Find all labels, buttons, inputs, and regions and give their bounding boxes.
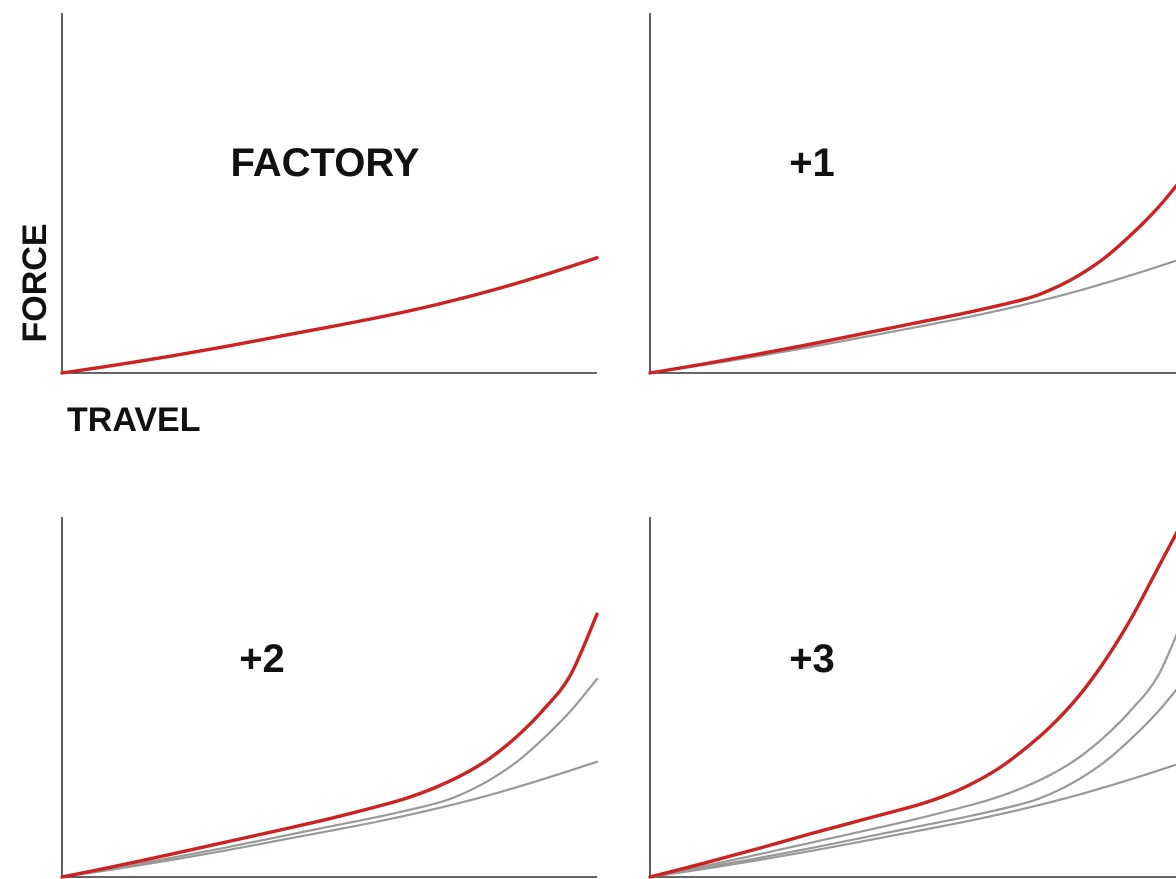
y-axis-title: FORCE	[16, 224, 54, 343]
series-line-previous	[648, 259, 1176, 375]
series-line-previous	[648, 763, 1176, 879]
series-line-current	[648, 530, 1176, 879]
x-axis-title: TRAVEL	[67, 401, 200, 439]
series-line-previous	[60, 677, 599, 879]
panel-title: +3	[789, 637, 835, 681]
series-line-current	[648, 183, 1176, 375]
panel-title: +1	[789, 141, 835, 185]
panel-title: FACTORY	[231, 141, 420, 185]
chart-panels: FACTORY FORCE TRAVEL +1 +2 +3	[16, 13, 1176, 879]
panel-title: +2	[239, 637, 285, 681]
series-line-current	[60, 612, 599, 879]
chart-panel-2: +2	[60, 517, 599, 879]
chart-panel-3: +3	[648, 517, 1176, 879]
chart-panel-1: +1	[648, 13, 1176, 375]
chart-panel-0: FACTORY FORCE TRAVEL	[16, 13, 599, 439]
series-line-current	[60, 256, 599, 375]
series-line-previous	[648, 633, 1176, 879]
series-line-previous	[648, 688, 1176, 879]
series-line-previous	[60, 760, 599, 879]
